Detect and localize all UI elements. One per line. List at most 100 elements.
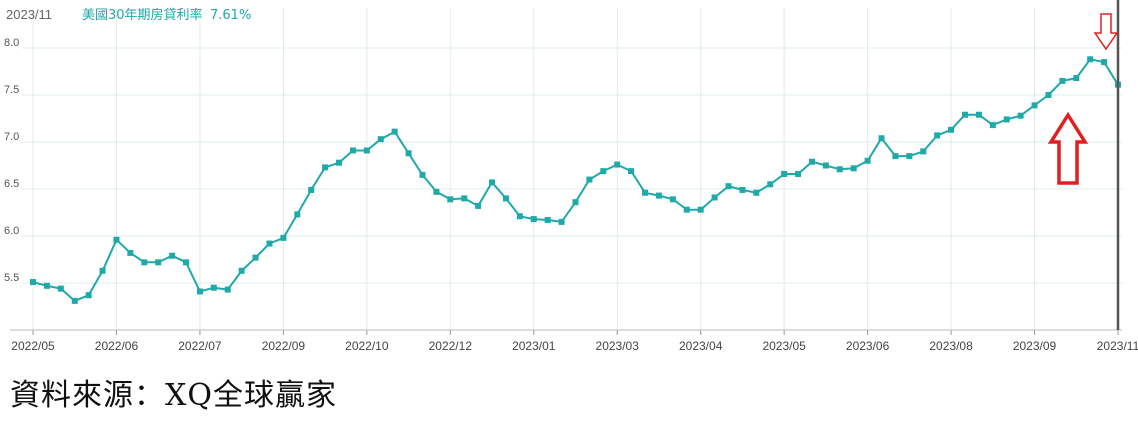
data-point-marker: [1031, 102, 1038, 109]
x-tick-label: 2022/10: [345, 339, 389, 353]
x-tick-label: 2023/11: [1097, 339, 1138, 353]
data-point-marker: [266, 240, 273, 247]
data-point-marker: [934, 132, 941, 139]
data-point-marker: [294, 211, 301, 218]
data-point-marker: [280, 234, 287, 241]
data-point-marker: [363, 147, 370, 154]
data-point-marker: [878, 135, 885, 142]
data-point-marker: [1087, 56, 1094, 63]
source-note: 資料來源：XQ全球贏家: [10, 378, 337, 413]
x-tick-label: 2022/12: [429, 339, 473, 353]
data-point-marker: [836, 166, 843, 173]
axis-layer: 8.0 7.5 7.0 6.5 6.0 5.5 2022/05 2022/06 2022/07 2…: [4, 37, 1138, 353]
data-point-marker: [336, 159, 343, 166]
y-tick-label: 8.0: [4, 37, 19, 49]
data-point-marker: [961, 111, 968, 118]
line-layer: [32, 58, 1119, 302]
data-point-marker: [308, 186, 315, 193]
grid-layer: [22, 8, 1122, 334]
data-point-marker: [767, 181, 774, 188]
data-point-marker: [669, 196, 676, 203]
data-point-marker: [30, 279, 36, 286]
x-tick-label: 2023/03: [596, 339, 640, 353]
y-tick-label: 6.0: [4, 225, 19, 237]
data-point-marker: [739, 186, 746, 193]
data-point-marker: [642, 189, 649, 196]
data-point-marker: [600, 168, 607, 175]
x-tick-label: 2023/06: [846, 339, 890, 353]
data-point-marker: [419, 171, 426, 178]
data-point-marker: [322, 164, 329, 171]
data-point-marker: [795, 170, 802, 177]
x-tick-label: 2023/09: [1013, 339, 1057, 353]
data-point-marker: [683, 206, 690, 213]
data-point-marker: [906, 153, 913, 160]
data-point-marker: [711, 194, 718, 201]
data-point-marker: [377, 136, 384, 143]
data-point-marker: [447, 196, 454, 203]
x-tick-label: 2023/05: [762, 339, 806, 353]
data-point-marker: [43, 282, 50, 289]
data-point-marker: [864, 157, 871, 164]
data-point-marker: [85, 292, 92, 299]
x-tick-label: 2022/09: [262, 339, 306, 353]
data-point-marker: [224, 286, 231, 293]
data-point-marker: [975, 111, 982, 118]
mortgage-rate-chart: 8.0 7.5 7.0 6.5 6.0 5.5 2022/05 2022/06 2022/07 2…: [4, 0, 1138, 353]
data-point-marker: [558, 218, 565, 225]
data-point-marker: [920, 148, 927, 155]
data-point-marker: [628, 168, 635, 175]
data-point-marker: [655, 192, 662, 199]
y-tick-label: 7.0: [4, 131, 19, 143]
data-point-marker: [210, 284, 217, 291]
annotation-layer: [1047, 13, 1119, 185]
marker-layer: [30, 56, 1121, 304]
down-arrow-annotation: [1093, 13, 1119, 51]
data-point-marker: [614, 161, 621, 168]
header-series-name: 美國30年期房貸利率: [82, 7, 203, 23]
data-point-marker: [71, 297, 78, 304]
data-point-marker: [238, 267, 245, 274]
data-point-marker: [1045, 92, 1052, 98]
data-point-marker: [850, 165, 857, 172]
data-point-marker: [489, 179, 496, 186]
data-point-marker: [822, 162, 829, 169]
up-arrow-annotation: [1047, 111, 1089, 185]
data-point-marker: [808, 158, 815, 165]
data-point-marker: [544, 217, 551, 224]
data-point-marker: [1101, 59, 1108, 66]
data-point-marker: [433, 188, 440, 195]
data-point-marker: [753, 189, 760, 196]
header-series-value: 7.61%: [210, 8, 251, 23]
data-point-marker: [1073, 75, 1080, 82]
data-point-marker: [391, 128, 398, 135]
y-tick-label: 5.5: [4, 272, 19, 284]
data-point-marker: [1003, 116, 1010, 123]
data-point-marker: [169, 252, 176, 259]
data-point-marker: [948, 126, 955, 133]
data-point-marker: [475, 202, 482, 209]
data-point-marker: [697, 206, 704, 213]
data-point-marker: [1017, 112, 1024, 119]
x-tick-label: 2022/05: [11, 339, 55, 353]
data-point-marker: [516, 213, 523, 220]
data-point-marker: [725, 183, 732, 190]
data-point-marker: [349, 147, 356, 154]
data-point-marker: [530, 216, 537, 223]
data-point-marker: [989, 122, 996, 129]
data-point-marker: [57, 285, 64, 292]
x-tick-label: 2023/04: [679, 339, 723, 353]
data-point-marker: [127, 249, 134, 256]
y-tick-label: 6.5: [4, 178, 19, 190]
data-point-marker: [252, 254, 259, 261]
data-point-marker: [502, 195, 509, 202]
data-point-marker: [461, 195, 468, 202]
data-point-marker: [155, 259, 162, 266]
chart-header: 2023/11 美國30年期房貸利率 7.61%: [6, 7, 251, 23]
x-tick-label: 2023/01: [512, 339, 556, 353]
y-tick-label: 7.5: [4, 84, 19, 96]
data-point-marker: [1059, 77, 1066, 84]
x-tick-label: 2023/08: [929, 339, 973, 353]
data-point-marker: [572, 199, 579, 206]
